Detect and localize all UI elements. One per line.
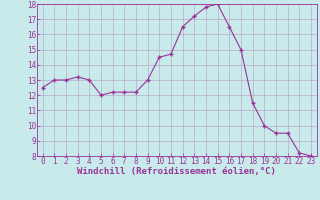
X-axis label: Windchill (Refroidissement éolien,°C): Windchill (Refroidissement éolien,°C): [77, 167, 276, 176]
